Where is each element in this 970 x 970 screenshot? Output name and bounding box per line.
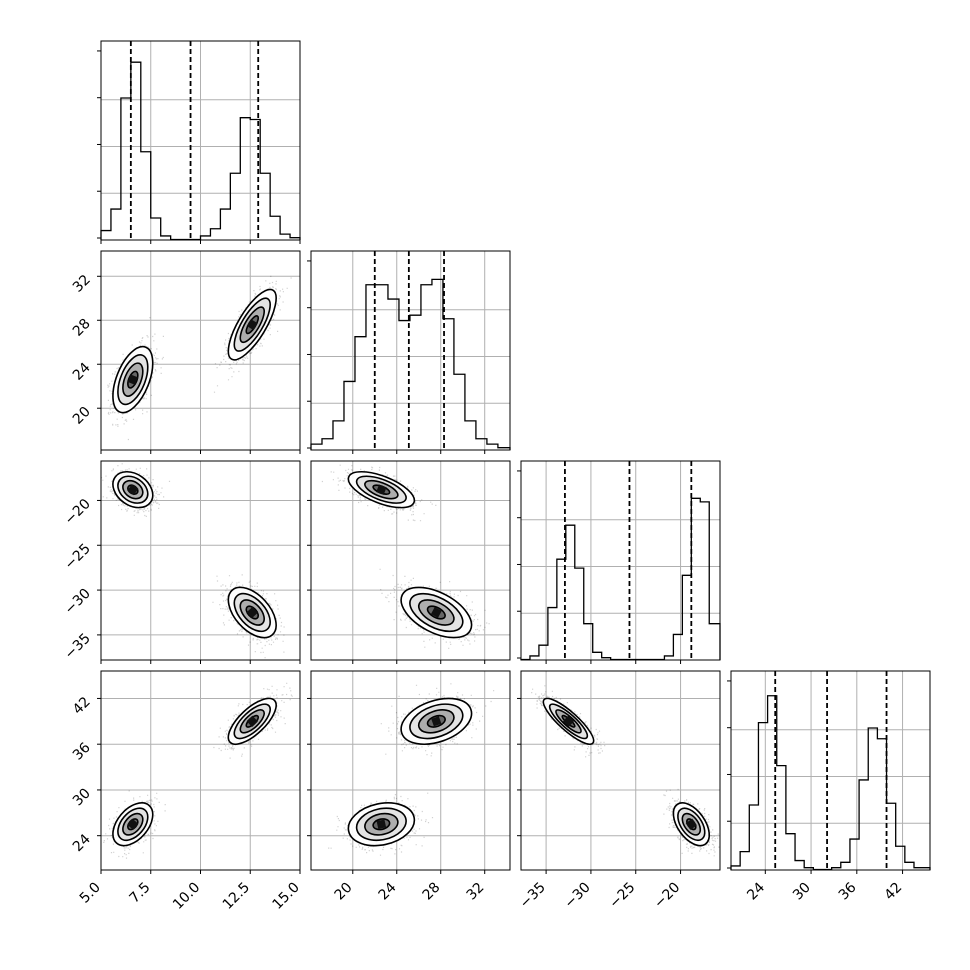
panel-frame	[310, 460, 511, 661]
y-tick-label: 28	[70, 316, 94, 340]
histogram-step	[730, 695, 931, 871]
x-tick-label: 12.5	[220, 880, 253, 913]
panel-content	[531, 685, 720, 857]
x-tick-label: 42	[881, 880, 905, 904]
y-tick-label: −35	[62, 630, 94, 662]
histogram-step	[310, 278, 511, 450]
panel-frame	[730, 670, 931, 871]
y-tick-label: −25	[62, 541, 94, 573]
x-tick-label: −30	[562, 880, 594, 912]
density-peak	[246, 319, 258, 331]
density-peak	[430, 607, 442, 618]
panel-frame	[520, 460, 721, 661]
scatter-panel-3-1: 20 24 28 32	[307, 670, 511, 904]
histogram-panel-2	[517, 460, 721, 664]
x-tick-label: 28	[420, 880, 444, 904]
scatter-panel-3-0: 5.0 7.5 10.0 12.5 15.0 24 30 36 42	[70, 670, 303, 913]
panel-content	[328, 683, 495, 856]
panel-content	[103, 682, 293, 859]
x-tick-label: 10.0	[170, 880, 203, 913]
density-peak	[562, 715, 575, 727]
histogram-panel-3: 24 30 36 42	[727, 670, 931, 904]
x-tick-label: 32	[464, 880, 488, 904]
y-tick-label: 36	[70, 740, 94, 764]
x-tick-label: −35	[517, 880, 549, 912]
panel-content	[321, 464, 490, 649]
y-tick-label: 30	[70, 785, 94, 809]
panel-content	[107, 275, 292, 441]
y-tick-label: −30	[62, 586, 94, 618]
y-tick-label: 20	[70, 404, 94, 428]
scatter-panel-1-0: 20 24 28 32	[70, 250, 301, 454]
density-peak	[127, 374, 139, 385]
x-tick-label: −20	[651, 880, 683, 912]
scatter-panel-3-2: −35 −30 −25 −20	[517, 670, 721, 912]
histogram-panel-0	[97, 40, 301, 244]
density-peak	[431, 716, 442, 727]
panel-frame	[310, 250, 511, 451]
x-tick-label: 7.5	[127, 880, 154, 907]
panel-content	[101, 463, 285, 660]
y-tick-label: 42	[70, 694, 94, 718]
x-tick-label: 15.0	[269, 880, 302, 913]
x-tick-label: 24	[744, 879, 768, 903]
density-peak	[127, 484, 139, 496]
x-tick-label: 5.0	[77, 880, 104, 907]
scatter-panel-2-0: −35 −30 −25 −20	[62, 460, 301, 664]
density-peak	[246, 715, 258, 727]
x-tick-label: 20	[332, 880, 356, 904]
histogram-step	[520, 497, 721, 661]
x-tick-label: 24	[376, 879, 400, 903]
scatter-panel-2-1	[307, 460, 511, 664]
density-peak	[127, 818, 139, 830]
density-peak	[376, 484, 387, 495]
density-peak	[376, 819, 387, 829]
x-tick-label: −25	[606, 880, 638, 912]
panel-frame	[310, 670, 511, 871]
y-tick-label: 24	[70, 360, 94, 384]
histogram-panel-1	[307, 250, 511, 454]
panel-frame	[520, 670, 721, 871]
y-tick-label: −20	[62, 496, 94, 528]
y-tick-label: 32	[70, 272, 94, 296]
density-peak	[246, 606, 258, 619]
y-tick-label: 24	[70, 831, 94, 855]
histogram-step	[100, 61, 301, 241]
x-tick-label: 36	[836, 879, 860, 903]
x-tick-label: 30	[790, 880, 814, 904]
density-peak	[685, 818, 697, 830]
